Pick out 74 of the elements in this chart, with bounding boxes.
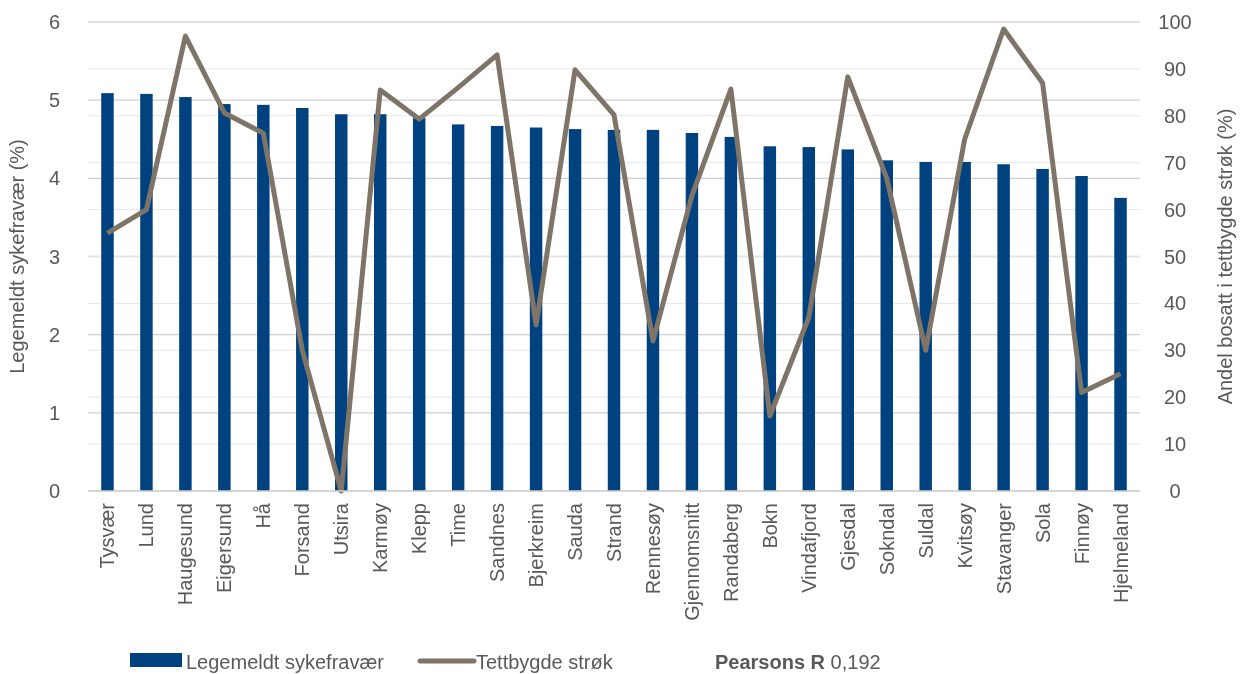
x-tick-label: Kvitsøy — [953, 503, 976, 569]
x-tick-label: Randaberg — [719, 503, 742, 602]
x-tick-label: Forsand — [291, 503, 314, 577]
bar — [179, 97, 192, 491]
y2-tick-label: 90 — [1163, 57, 1187, 80]
bar — [880, 160, 893, 491]
bar — [997, 164, 1010, 491]
x-tick-label: Vindafjord — [797, 503, 820, 593]
bar — [296, 107, 309, 491]
y-tick-label: 3 — [48, 245, 60, 268]
x-tick-label: Gjesdal — [836, 503, 859, 571]
y2-tick-label: 50 — [1163, 245, 1187, 268]
bar — [412, 118, 426, 491]
x-tick-label: Sandnes — [486, 503, 509, 582]
y-tick-label: 1 — [48, 401, 60, 424]
legend-label: Legemeldt sykefravær — [186, 651, 385, 673]
bar — [257, 104, 270, 491]
bar — [568, 129, 582, 491]
x-tick-label: Utsira — [330, 502, 353, 556]
x-tick-label: Bjerkreim — [525, 503, 548, 588]
y-tick-label: 4 — [48, 167, 60, 190]
bar — [646, 129, 660, 491]
x-tick-label: Sola — [1031, 502, 1054, 544]
bar — [140, 93, 153, 491]
bar — [101, 93, 114, 491]
x-tick-label: Finnøy — [1070, 503, 1093, 565]
bar — [451, 124, 465, 491]
x-tick-label: Sauda — [564, 502, 587, 561]
y-tick-label: 6 — [48, 11, 60, 33]
bar — [1075, 175, 1088, 491]
text: Pearsons R 0,192 — [715, 651, 881, 673]
x-tick-label: Lund — [135, 503, 158, 548]
bar — [1036, 168, 1049, 491]
bar — [841, 149, 855, 491]
bar — [373, 114, 387, 491]
y2-tick-label: 20 — [1163, 386, 1187, 409]
y-tick-label: 0 — [48, 480, 60, 502]
x-tick-label: Hå — [252, 502, 275, 529]
legend-label: Tettbygde strøk — [476, 651, 614, 673]
x-tick-label: Rennesøy — [641, 503, 664, 595]
bar — [958, 161, 971, 491]
y-axis-title: Legemeldt sykefravær (%) — [6, 139, 28, 374]
x-tick-label: Haugesund — [174, 503, 197, 606]
x-tick-label: Hjelmeland — [1109, 503, 1132, 604]
bar — [218, 104, 231, 491]
y2-tick-label: 0 — [1169, 480, 1181, 502]
y-tick-label: 5 — [48, 89, 60, 112]
x-tick-label: Bokn — [758, 503, 781, 549]
x-tick-label: Gjennomsnitt — [680, 502, 703, 621]
x-tick-label: Suldal — [914, 503, 937, 559]
bar — [724, 136, 738, 491]
y2-tick-label: 40 — [1163, 292, 1187, 315]
x-tick-label: Sokndal — [875, 503, 898, 576]
bar — [802, 147, 816, 491]
bar — [685, 133, 699, 491]
x-tick-label: Klepp — [408, 503, 431, 555]
x-tick-label: Karmøy — [369, 503, 392, 573]
y2-axis-title: Andel bosatt i tettbygde strøk (%) — [1214, 108, 1236, 405]
bar — [490, 125, 504, 491]
y2-tick-label: 10 — [1163, 433, 1187, 456]
y2-tick-label: 60 — [1163, 198, 1187, 221]
x-tick-label: Strand — [603, 503, 625, 562]
bar — [1114, 197, 1127, 491]
bar — [919, 161, 932, 491]
y2-tick-label: 30 — [1163, 339, 1187, 362]
y2-tick-label: 80 — [1163, 104, 1187, 127]
x-tick-label: Time — [447, 503, 470, 547]
x-tick-label: Tysvær — [96, 502, 119, 569]
bar — [607, 129, 621, 491]
x-tick-label: Eigersund — [213, 503, 236, 594]
y-tick-label: 2 — [48, 323, 60, 346]
y2-tick-label: 70 — [1163, 151, 1187, 174]
y2-tick-label: 100 — [1158, 11, 1192, 33]
x-tick-label: Stavanger — [992, 502, 1015, 595]
